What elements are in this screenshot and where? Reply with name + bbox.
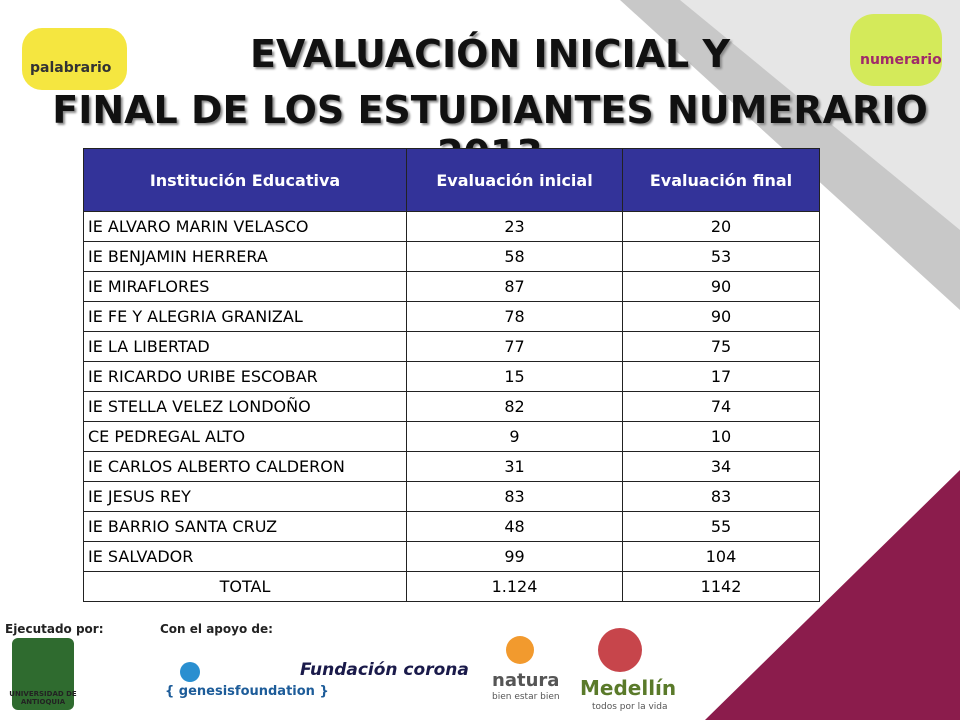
score: 20 xyxy=(622,211,820,242)
table-row: IE BARRIO SANTA CRUZ 48 55 xyxy=(83,511,820,542)
table-row: CE PEDREGAL ALTO 9 10 xyxy=(83,421,820,452)
institution: IE CARLOS ALBERTO CALDERON xyxy=(83,451,407,482)
logo-right-bg xyxy=(850,14,942,86)
table-row: IE LA LIBERTAD 77 75 xyxy=(83,331,820,362)
logo-left: palabrario xyxy=(30,60,112,76)
supported-by: Con el apoyo de: xyxy=(160,622,273,636)
score: 23 xyxy=(405,211,624,242)
table-row: IE BENJAMIN HERRERA 58 53 xyxy=(83,241,820,272)
score: 87 xyxy=(405,271,624,302)
total-score: 1.124 xyxy=(405,571,624,602)
score: 77 xyxy=(405,331,624,362)
table-row: IE STELLA VELEZ LONDOÑO 82 74 xyxy=(83,391,820,422)
score: 83 xyxy=(622,481,820,512)
table-row: IE RICARDO URIBE ESCOBAR 15 17 xyxy=(83,361,820,392)
table-row: IE JESUS REY 83 83 xyxy=(83,481,820,512)
score: 99 xyxy=(405,541,624,572)
score: 15 xyxy=(405,361,624,392)
logo-right: numerario xyxy=(860,52,942,68)
logo-left-bg xyxy=(22,28,127,90)
institution: IE BARRIO SANTA CRUZ xyxy=(83,511,407,542)
table-body: IE ALVARO MARIN VELASCO 23 20 IE BENJAMIN H… xyxy=(83,211,820,602)
score: 55 xyxy=(622,511,820,542)
udea-shield xyxy=(12,638,74,710)
total-label: TOTAL xyxy=(83,571,407,602)
table-row: IE ALVARO MARIN VELASCO 23 20 xyxy=(83,211,820,242)
score: 31 xyxy=(405,451,624,482)
score: 9 xyxy=(405,421,624,452)
score: 90 xyxy=(622,301,820,332)
column-header: Institución Educativa xyxy=(83,148,407,212)
score: 53 xyxy=(622,241,820,272)
column-header: Evaluación inicial xyxy=(405,148,624,212)
score: 78 xyxy=(405,301,624,332)
score: 74 xyxy=(622,391,820,422)
total-row: TOTAL 1.124 1142 xyxy=(83,571,820,602)
institution: IE LA LIBERTAD xyxy=(83,331,407,362)
institution: IE BENJAMIN HERRERA xyxy=(83,241,407,272)
institution: CE PEDREGAL ALTO xyxy=(83,421,407,452)
header-row: Institución Educativa Evaluación inicial E… xyxy=(83,148,820,212)
logo-medellin: Medellín xyxy=(580,676,677,700)
score: 34 xyxy=(622,451,820,482)
logo-genesis: { genesisfoundation } xyxy=(165,684,329,699)
institution: IE MIRAFLORES xyxy=(83,271,407,302)
maroon-triangle xyxy=(705,470,960,720)
institution: IE RICARDO URIBE ESCOBAR xyxy=(83,361,407,392)
logo-natura-sub: bien estar bien xyxy=(492,692,560,702)
score: 90 xyxy=(622,271,820,302)
score: 82 xyxy=(405,391,624,422)
score: 75 xyxy=(622,331,820,362)
executed-by: Ejecutado por: xyxy=(5,622,104,636)
results-table: Institución Educativa Evaluación inicial E… xyxy=(83,148,820,602)
logo-natura: natura xyxy=(492,670,560,691)
score: 10 xyxy=(622,421,820,452)
title-line1: EVALUACIÓN INICIAL Y xyxy=(250,32,730,76)
logo-udea: UNIVERSIDAD DE ANTIOQUIA xyxy=(9,690,77,706)
institution: IE ALVARO MARIN VELASCO xyxy=(83,211,407,242)
institution: IE JESUS REY xyxy=(83,481,407,512)
logo-corona: Fundación corona xyxy=(300,660,469,680)
score: 48 xyxy=(405,511,624,542)
table-row: IE MIRAFLORES 87 90 xyxy=(83,271,820,302)
genesis-icon xyxy=(180,662,200,682)
table-row: IE FE Y ALEGRIA GRANIZAL 78 90 xyxy=(83,301,820,332)
medellin-heart xyxy=(598,628,642,672)
natura-flower xyxy=(506,636,534,664)
score: 17 xyxy=(622,361,820,392)
score: 83 xyxy=(405,481,624,512)
column-header: Evaluación final xyxy=(622,148,820,212)
table-row: IE CARLOS ALBERTO CALDERON 31 34 xyxy=(83,451,820,482)
total-score: 1142 xyxy=(622,571,820,602)
institution: IE SALVADOR xyxy=(83,541,407,572)
score: 58 xyxy=(405,241,624,272)
institution: IE FE Y ALEGRIA GRANIZAL xyxy=(83,301,407,332)
institution: IE STELLA VELEZ LONDOÑO xyxy=(83,391,407,422)
logo-medellin-sub: todos por la vida xyxy=(592,702,668,712)
table-row: IE SALVADOR 99 104 xyxy=(83,541,820,572)
score: 104 xyxy=(622,541,820,572)
